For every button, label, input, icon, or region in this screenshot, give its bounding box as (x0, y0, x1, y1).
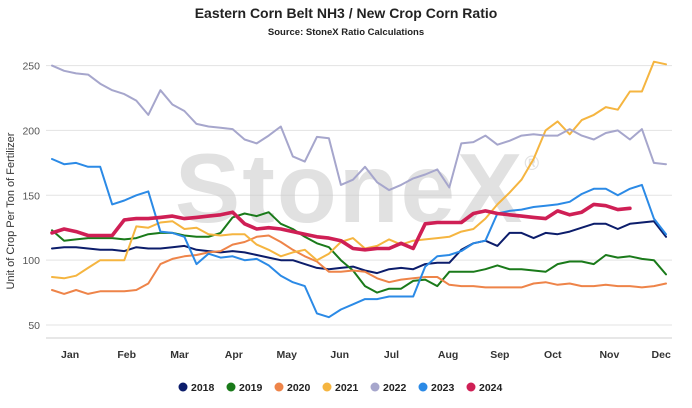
legend-label-2023: 2023 (431, 382, 455, 394)
legend-label-2018: 2018 (191, 382, 215, 394)
series-line-2024 (50, 202, 632, 252)
x-tick-label-nov: Nov (599, 349, 619, 361)
stonex-watermark: StoneX® (175, 133, 541, 243)
x-axis: Jan Feb Mar Apr May Jun Jul Aug Sep Oct Nov Dec (46, 337, 672, 361)
x-tick-label-jun: Jun (330, 349, 349, 361)
series-line-2020 (51, 234, 667, 295)
y-tick-label: 200 (22, 125, 40, 137)
legend-marker-2020 (274, 382, 284, 392)
legend-marker-2018 (178, 382, 188, 392)
legend-label-2022: 2022 (383, 382, 407, 394)
x-tick-label-jan: Jan (61, 349, 79, 361)
series-lines (50, 60, 667, 319)
y-tick-label: 50 (28, 320, 40, 332)
x-tick-label-feb: Feb (117, 349, 136, 361)
x-tick-label-apr: Apr (225, 349, 243, 361)
y-axis-label: Unit of Crop Per Ton of Fertilizer (5, 132, 17, 289)
chart-subtitle: Source: StoneX Ratio Calculations (268, 27, 424, 38)
series-line-2022 (51, 64, 667, 192)
legend-item-2024[interactable]: 2024 (466, 382, 503, 394)
legend-label-2019: 2019 (239, 382, 263, 394)
legend-item-2019[interactable]: 2019 (226, 382, 263, 394)
legend[interactable]: 2018 2019 2020 2021 2022 2023 2024 (178, 382, 503, 394)
legend-marker-2019 (226, 382, 236, 392)
legend-item-2020[interactable]: 2020 (274, 382, 311, 394)
legend-item-2023[interactable]: 2023 (418, 382, 455, 394)
legend-item-2021[interactable]: 2021 (322, 382, 359, 394)
x-tick-label-dec: Dec (652, 349, 671, 361)
y-tick-label: 100 (22, 255, 40, 267)
legend-marker-2021 (322, 382, 332, 392)
x-tick-label-sep: Sep (490, 349, 509, 361)
legend-label-2024: 2024 (479, 382, 503, 394)
x-tick-label-jul: Jul (384, 349, 399, 361)
x-tick-label-oct: Oct (544, 349, 562, 361)
legend-marker-2022 (370, 382, 380, 392)
legend-label-2020: 2020 (287, 382, 311, 394)
y-tick-label: 150 (22, 190, 40, 202)
series-line-2019 (51, 211, 667, 294)
legend-marker-2023 (418, 382, 428, 392)
watermark-text: StoneX (175, 133, 525, 243)
x-tick-label-aug: Aug (438, 349, 458, 361)
series-line-2021 (51, 60, 667, 280)
series-line-2023 (51, 158, 667, 319)
legend-label-2021: 2021 (335, 382, 359, 394)
legend-marker-2024 (466, 382, 476, 392)
legend-item-2018[interactable]: 2018 (178, 382, 215, 394)
legend-item-2022[interactable]: 2022 (370, 382, 407, 394)
y-tick-label: 250 (22, 61, 40, 73)
chart-title: Eastern Corn Belt NH3 / New Crop Corn Ra… (195, 5, 498, 21)
y-axis: 50 100 150 200 250 (22, 61, 40, 332)
x-tick-label-mar: Mar (170, 349, 189, 361)
series-line-2018 (51, 220, 667, 275)
x-tick-label-may: May (277, 349, 298, 361)
